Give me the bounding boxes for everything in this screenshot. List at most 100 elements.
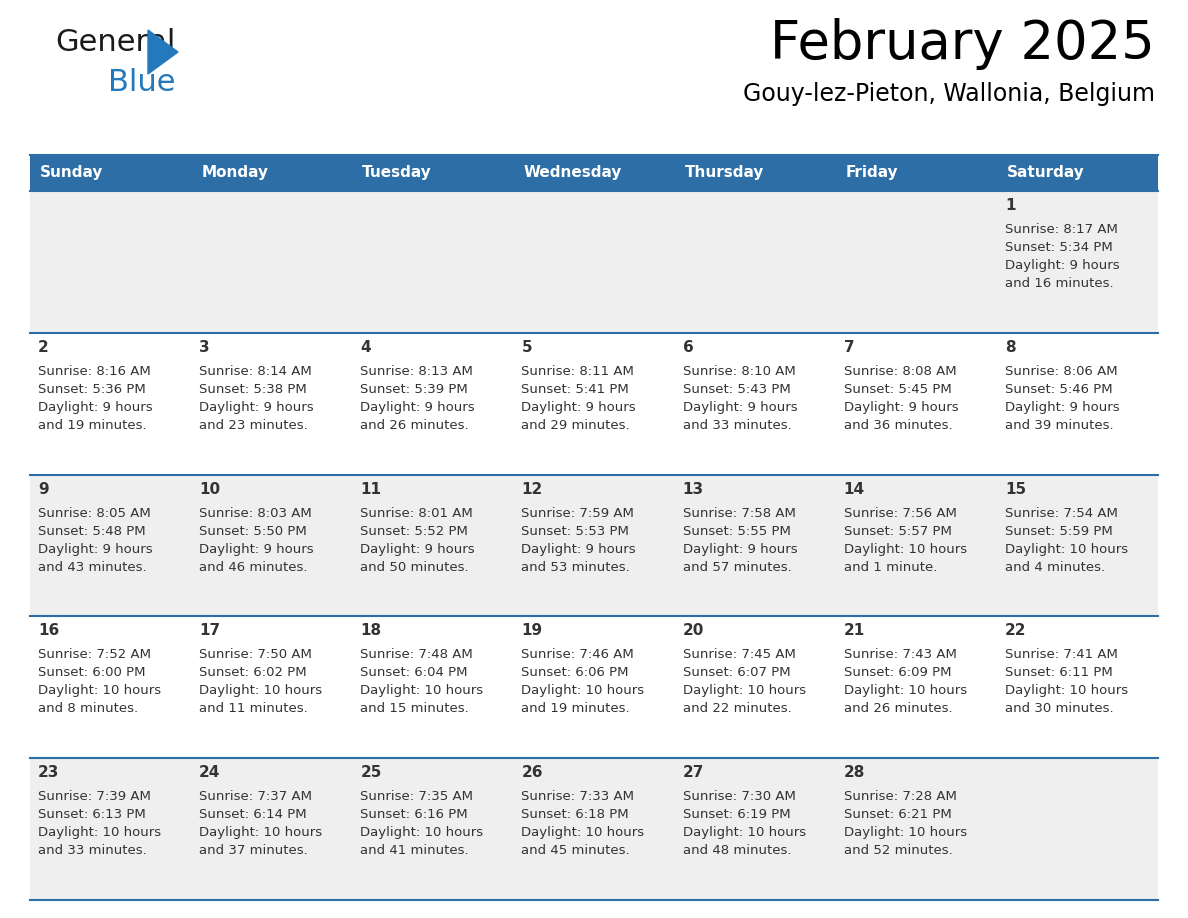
Text: and 46 minutes.: and 46 minutes.: [200, 561, 308, 574]
Text: Sunrise: 7:45 AM: Sunrise: 7:45 AM: [683, 648, 796, 661]
Text: Sunset: 5:34 PM: Sunset: 5:34 PM: [1005, 241, 1113, 254]
Text: Sunset: 6:21 PM: Sunset: 6:21 PM: [843, 808, 952, 822]
Text: Daylight: 9 hours: Daylight: 9 hours: [522, 543, 636, 555]
Text: Sunday: Sunday: [40, 165, 103, 181]
Text: Sunset: 6:19 PM: Sunset: 6:19 PM: [683, 808, 790, 822]
Text: 12: 12: [522, 482, 543, 497]
Text: Daylight: 9 hours: Daylight: 9 hours: [1005, 259, 1119, 272]
Text: Daylight: 10 hours: Daylight: 10 hours: [360, 826, 484, 839]
Text: Thursday: Thursday: [684, 165, 764, 181]
Text: and 43 minutes.: and 43 minutes.: [38, 561, 146, 574]
Text: 6: 6: [683, 340, 694, 354]
Bar: [30, 191, 1158, 333]
Text: 18: 18: [360, 623, 381, 638]
Text: Sunrise: 7:54 AM: Sunrise: 7:54 AM: [1005, 507, 1118, 520]
Text: and 29 minutes.: and 29 minutes.: [522, 419, 630, 431]
Text: and 16 minutes.: and 16 minutes.: [1005, 277, 1113, 290]
Bar: [30, 333, 1158, 475]
Text: Sunset: 5:55 PM: Sunset: 5:55 PM: [683, 524, 790, 538]
Text: Sunrise: 7:46 AM: Sunrise: 7:46 AM: [522, 648, 634, 661]
Text: 13: 13: [683, 482, 703, 497]
Text: and 50 minutes.: and 50 minutes.: [360, 561, 469, 574]
Text: Daylight: 10 hours: Daylight: 10 hours: [360, 685, 484, 698]
Text: and 52 minutes.: and 52 minutes.: [843, 845, 953, 857]
Text: Sunset: 5:45 PM: Sunset: 5:45 PM: [843, 383, 952, 396]
Text: Sunrise: 8:10 AM: Sunrise: 8:10 AM: [683, 364, 795, 378]
Text: 7: 7: [843, 340, 854, 354]
Text: and 30 minutes.: and 30 minutes.: [1005, 702, 1113, 715]
Text: and 39 minutes.: and 39 minutes.: [1005, 419, 1113, 431]
Text: and 26 minutes.: and 26 minutes.: [843, 702, 953, 715]
Text: Daylight: 9 hours: Daylight: 9 hours: [360, 543, 475, 555]
Text: Daylight: 9 hours: Daylight: 9 hours: [200, 401, 314, 414]
Text: Sunrise: 7:28 AM: Sunrise: 7:28 AM: [843, 790, 956, 803]
Text: Sunrise: 7:48 AM: Sunrise: 7:48 AM: [360, 648, 473, 661]
Text: Sunset: 6:02 PM: Sunset: 6:02 PM: [200, 666, 307, 679]
Text: and 11 minutes.: and 11 minutes.: [200, 702, 308, 715]
Text: Daylight: 10 hours: Daylight: 10 hours: [200, 685, 322, 698]
Text: Daylight: 9 hours: Daylight: 9 hours: [683, 401, 797, 414]
Text: Sunrise: 7:39 AM: Sunrise: 7:39 AM: [38, 790, 151, 803]
Text: and 1 minute.: and 1 minute.: [843, 561, 937, 574]
Text: Daylight: 10 hours: Daylight: 10 hours: [683, 826, 805, 839]
Text: Sunrise: 8:11 AM: Sunrise: 8:11 AM: [522, 364, 634, 378]
Text: Sunrise: 7:59 AM: Sunrise: 7:59 AM: [522, 507, 634, 520]
Text: Sunset: 5:41 PM: Sunset: 5:41 PM: [522, 383, 630, 396]
Text: Sunset: 5:39 PM: Sunset: 5:39 PM: [360, 383, 468, 396]
Text: 17: 17: [200, 623, 220, 638]
Text: 27: 27: [683, 766, 704, 780]
Text: Daylight: 10 hours: Daylight: 10 hours: [843, 826, 967, 839]
Text: Sunrise: 8:16 AM: Sunrise: 8:16 AM: [38, 364, 151, 378]
Text: 4: 4: [360, 340, 371, 354]
Text: Sunrise: 7:56 AM: Sunrise: 7:56 AM: [843, 507, 956, 520]
Text: Sunrise: 7:43 AM: Sunrise: 7:43 AM: [843, 648, 956, 661]
Text: Sunrise: 7:30 AM: Sunrise: 7:30 AM: [683, 790, 796, 803]
Polygon shape: [148, 30, 178, 74]
Text: Sunset: 6:16 PM: Sunset: 6:16 PM: [360, 808, 468, 822]
Text: and 53 minutes.: and 53 minutes.: [522, 561, 630, 574]
Text: Daylight: 10 hours: Daylight: 10 hours: [522, 685, 645, 698]
Text: 8: 8: [1005, 340, 1016, 354]
Text: Gouy-lez-Pieton, Wallonia, Belgium: Gouy-lez-Pieton, Wallonia, Belgium: [742, 82, 1155, 106]
Text: 11: 11: [360, 482, 381, 497]
Text: Sunrise: 8:14 AM: Sunrise: 8:14 AM: [200, 364, 312, 378]
Text: Daylight: 9 hours: Daylight: 9 hours: [38, 543, 152, 555]
Text: and 19 minutes.: and 19 minutes.: [38, 419, 146, 431]
Text: Sunset: 5:48 PM: Sunset: 5:48 PM: [38, 524, 146, 538]
Bar: [30, 758, 1158, 900]
Text: Daylight: 9 hours: Daylight: 9 hours: [1005, 401, 1119, 414]
Text: and 41 minutes.: and 41 minutes.: [360, 845, 469, 857]
Text: Sunset: 6:06 PM: Sunset: 6:06 PM: [522, 666, 628, 679]
Text: Daylight: 10 hours: Daylight: 10 hours: [522, 826, 645, 839]
Text: Sunset: 6:09 PM: Sunset: 6:09 PM: [843, 666, 952, 679]
Text: Sunset: 6:18 PM: Sunset: 6:18 PM: [522, 808, 630, 822]
Text: Sunset: 5:53 PM: Sunset: 5:53 PM: [522, 524, 630, 538]
Text: and 22 minutes.: and 22 minutes.: [683, 702, 791, 715]
Text: Friday: Friday: [846, 165, 898, 181]
Text: Daylight: 10 hours: Daylight: 10 hours: [200, 826, 322, 839]
Text: Monday: Monday: [201, 165, 268, 181]
Text: Sunrise: 7:52 AM: Sunrise: 7:52 AM: [38, 648, 151, 661]
Text: and 37 minutes.: and 37 minutes.: [200, 845, 308, 857]
Text: Sunset: 5:52 PM: Sunset: 5:52 PM: [360, 524, 468, 538]
Text: Sunset: 6:14 PM: Sunset: 6:14 PM: [200, 808, 307, 822]
Text: Sunrise: 7:58 AM: Sunrise: 7:58 AM: [683, 507, 796, 520]
Text: Daylight: 9 hours: Daylight: 9 hours: [200, 543, 314, 555]
Text: Sunset: 6:13 PM: Sunset: 6:13 PM: [38, 808, 146, 822]
Text: Sunset: 5:59 PM: Sunset: 5:59 PM: [1005, 524, 1113, 538]
Text: Wednesday: Wednesday: [524, 165, 621, 181]
Text: 14: 14: [843, 482, 865, 497]
Text: Sunrise: 8:03 AM: Sunrise: 8:03 AM: [200, 507, 312, 520]
Text: 3: 3: [200, 340, 210, 354]
Text: and 23 minutes.: and 23 minutes.: [200, 419, 308, 431]
Text: Daylight: 10 hours: Daylight: 10 hours: [843, 543, 967, 555]
Text: Daylight: 9 hours: Daylight: 9 hours: [522, 401, 636, 414]
Text: Daylight: 9 hours: Daylight: 9 hours: [360, 401, 475, 414]
Text: 25: 25: [360, 766, 381, 780]
Text: and 45 minutes.: and 45 minutes.: [522, 845, 630, 857]
Text: 24: 24: [200, 766, 221, 780]
Text: 10: 10: [200, 482, 220, 497]
Text: Sunrise: 8:13 AM: Sunrise: 8:13 AM: [360, 364, 473, 378]
Text: Daylight: 10 hours: Daylight: 10 hours: [843, 685, 967, 698]
Text: Tuesday: Tuesday: [362, 165, 432, 181]
